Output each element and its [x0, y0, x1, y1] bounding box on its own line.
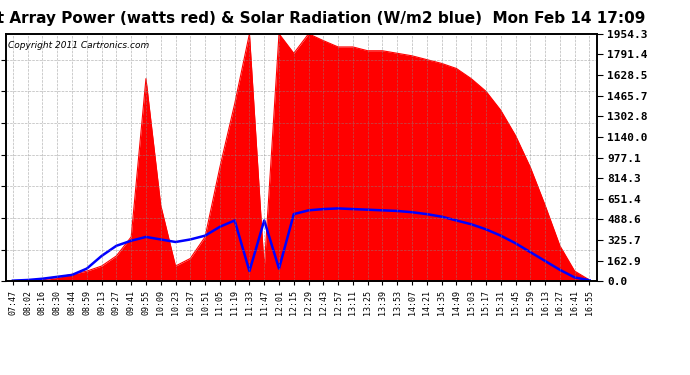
- Text: West Array Power (watts red) & Solar Radiation (W/m2 blue)  Mon Feb 14 17:09: West Array Power (watts red) & Solar Rad…: [0, 11, 646, 26]
- Text: Copyright 2011 Cartronics.com: Copyright 2011 Cartronics.com: [8, 41, 150, 50]
